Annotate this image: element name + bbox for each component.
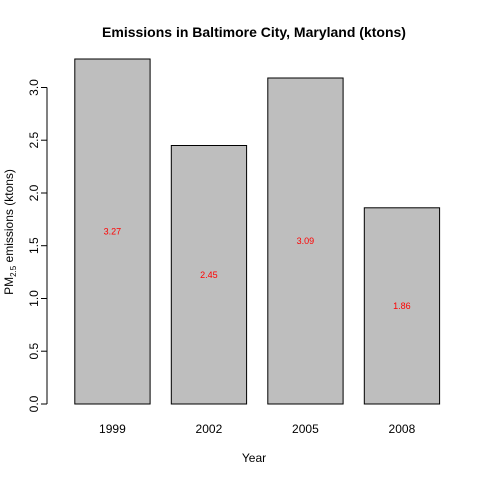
x-axis: 1999 2002 2005 2008 <box>99 422 416 436</box>
bar-1999 <box>74 58 151 405</box>
y-tick-label-5: 2.5 <box>27 132 41 149</box>
y-tick-label-6: 3.0 <box>27 79 41 96</box>
bar-2005 <box>267 77 344 405</box>
y-axis-label: PM2.5 emissions (ktons) <box>2 169 18 295</box>
y-axis-label-main: PM <box>2 277 16 295</box>
data-label-1999: 3.27 <box>104 227 122 237</box>
y-tick-label-2: 1.0 <box>27 290 41 307</box>
data-label-2005: 3.09 <box>297 236 315 246</box>
x-axis-label: Year <box>242 451 266 465</box>
y-tick-label-4: 2.0 <box>27 184 41 201</box>
x-tick-label-1999: 1999 <box>99 422 126 436</box>
bar-2008 <box>363 207 441 405</box>
bars-layer <box>74 58 441 405</box>
y-axis: 0.0 0.5 1.0 1.5 2.0 2.5 3.0 <box>27 79 48 412</box>
y-axis-label-sub: 2.5 <box>9 265 18 277</box>
y-tick-label-1: 0.5 <box>27 343 41 360</box>
data-label-2008: 1.86 <box>393 301 411 311</box>
x-tick-label-2008: 2008 <box>389 422 416 436</box>
data-labels-layer: 3.27 2.45 3.09 1.86 <box>104 227 411 311</box>
y-tick-label-0: 0.0 <box>27 395 41 412</box>
data-label-2002: 2.45 <box>200 270 218 280</box>
y-tick-label-3: 1.5 <box>27 237 41 254</box>
y-axis-label-rest: emissions (ktons) <box>2 169 16 266</box>
chart-title: Emissions in Baltimore City, Maryland (k… <box>102 24 406 40</box>
bar-2002 <box>170 145 248 405</box>
x-tick-label-2002: 2002 <box>196 422 223 436</box>
x-tick-label-2005: 2005 <box>292 422 319 436</box>
